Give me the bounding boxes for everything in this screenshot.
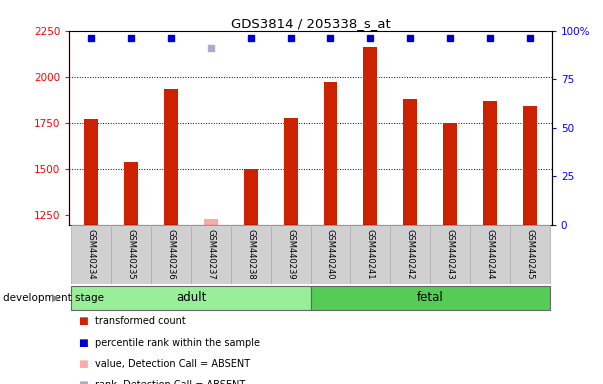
Text: rank, Detection Call = ABSENT: rank, Detection Call = ABSENT <box>95 380 245 384</box>
Text: ■: ■ <box>78 338 88 348</box>
Text: GSM440243: GSM440243 <box>446 229 455 280</box>
FancyBboxPatch shape <box>311 286 550 310</box>
Text: transformed count: transformed count <box>95 316 186 326</box>
FancyBboxPatch shape <box>271 225 311 284</box>
Text: ▶: ▶ <box>51 293 60 303</box>
Text: GSM440236: GSM440236 <box>166 229 175 280</box>
Bar <box>244 169 257 225</box>
Text: GSM440237: GSM440237 <box>206 229 215 280</box>
Text: fetal: fetal <box>417 291 444 305</box>
FancyBboxPatch shape <box>71 286 311 310</box>
Bar <box>323 83 338 225</box>
Text: GSM440242: GSM440242 <box>406 229 415 280</box>
Bar <box>364 47 377 225</box>
Text: percentile rank within the sample: percentile rank within the sample <box>95 338 260 348</box>
Text: GSM440235: GSM440235 <box>127 229 136 280</box>
FancyBboxPatch shape <box>350 225 390 284</box>
Bar <box>84 119 98 225</box>
FancyBboxPatch shape <box>390 225 430 284</box>
Text: GSM440240: GSM440240 <box>326 229 335 280</box>
Bar <box>443 123 457 225</box>
FancyBboxPatch shape <box>510 225 550 284</box>
Bar <box>283 118 298 225</box>
FancyBboxPatch shape <box>311 225 350 284</box>
Text: GSM440244: GSM440244 <box>485 229 494 280</box>
FancyBboxPatch shape <box>191 225 231 284</box>
Text: GSM440239: GSM440239 <box>286 229 295 280</box>
Title: GDS3814 / 205338_s_at: GDS3814 / 205338_s_at <box>231 17 390 30</box>
FancyBboxPatch shape <box>71 225 111 284</box>
FancyBboxPatch shape <box>231 225 271 284</box>
Bar <box>523 106 537 225</box>
Text: ■: ■ <box>78 359 88 369</box>
Text: GSM440241: GSM440241 <box>366 229 375 280</box>
Text: development stage: development stage <box>3 293 104 303</box>
FancyBboxPatch shape <box>111 225 151 284</box>
FancyBboxPatch shape <box>151 225 191 284</box>
Text: ■: ■ <box>78 380 88 384</box>
FancyBboxPatch shape <box>430 225 470 284</box>
Text: ■: ■ <box>78 316 88 326</box>
Bar <box>483 101 497 225</box>
Text: GSM440234: GSM440234 <box>87 229 96 280</box>
Text: GSM440245: GSM440245 <box>525 229 534 280</box>
Text: GSM440238: GSM440238 <box>246 229 255 280</box>
Bar <box>403 99 417 225</box>
FancyBboxPatch shape <box>470 225 510 284</box>
Bar <box>124 162 138 225</box>
Text: adult: adult <box>175 291 206 305</box>
Bar <box>204 219 218 225</box>
Text: value, Detection Call = ABSENT: value, Detection Call = ABSENT <box>95 359 250 369</box>
Bar <box>164 89 178 225</box>
